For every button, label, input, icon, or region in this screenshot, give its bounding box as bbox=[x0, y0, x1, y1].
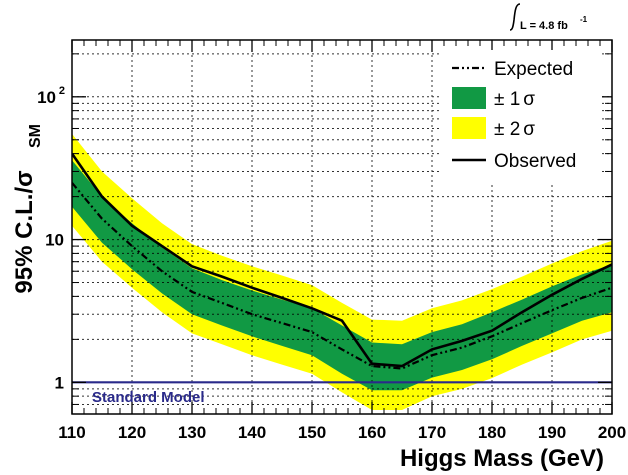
x-axis-title: Higgs Mass (GeV) bbox=[400, 445, 604, 472]
legend-label-text: Observed bbox=[494, 151, 576, 172]
legend-swatch-2sigma bbox=[452, 117, 486, 139]
x-tick-label: 160 bbox=[358, 423, 386, 442]
legend-label: Observed bbox=[494, 151, 576, 172]
annotations: Standard Model L = 4.8 fb -1 bbox=[92, 3, 588, 406]
legend-label-symbol: σ bbox=[523, 89, 535, 110]
x-tick-label: 200 bbox=[598, 423, 626, 442]
x-tick-label: 180 bbox=[478, 423, 506, 442]
expected-line bbox=[72, 182, 612, 370]
standard-model-label: Standard Model bbox=[92, 389, 205, 406]
observed-line bbox=[72, 152, 612, 368]
x-tick-label: 150 bbox=[298, 423, 326, 442]
band-1sigma bbox=[72, 160, 612, 391]
legend-label: Expected bbox=[494, 59, 573, 80]
x-tick-label: 110 bbox=[58, 423, 85, 442]
legend-label-text: ± 1 bbox=[494, 89, 520, 110]
x-tick-label: 190 bbox=[538, 423, 566, 442]
y-tick-label: 1 bbox=[55, 373, 64, 392]
x-tick-label: 120 bbox=[118, 423, 146, 442]
y-axis-title: 95% C.L./σ SM bbox=[11, 124, 44, 294]
y-tick-label: 10 bbox=[45, 231, 64, 250]
y-tick-label: 10 bbox=[37, 88, 56, 107]
legend-swatch-1sigma bbox=[452, 87, 486, 109]
y-axis-title-subscript: SM bbox=[27, 124, 44, 148]
x-tick-label: 140 bbox=[238, 423, 266, 442]
y-axis-title-main: 95% C.L./σ bbox=[11, 170, 38, 293]
x-tick-label: 170 bbox=[418, 423, 446, 442]
legend-label-text: Expected bbox=[494, 59, 573, 80]
integral-icon bbox=[509, 3, 521, 31]
legend-label-symbol: σ bbox=[523, 119, 535, 140]
legend-label-text: ± 2 bbox=[494, 119, 520, 140]
x-tick-label: 130 bbox=[178, 423, 206, 442]
luminosity-exponent: -1 bbox=[580, 15, 588, 24]
y-tick-label-exponent: 2 bbox=[59, 85, 65, 97]
plot-frame bbox=[71, 39, 613, 415]
luminosity-label: L = 4.8 fb bbox=[520, 20, 568, 32]
